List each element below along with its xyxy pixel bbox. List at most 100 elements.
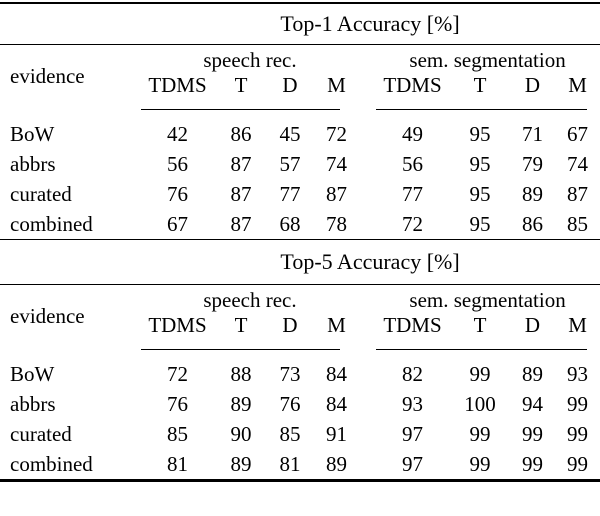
value-cell: 99 — [450, 449, 510, 482]
value-cell: 100 — [464, 391, 496, 416]
value-cell: 88 — [230, 361, 252, 386]
value-cell: 42 — [167, 121, 188, 146]
cmidrule-sem — [376, 109, 588, 110]
cmidrule-speech — [141, 109, 340, 110]
row-label: abbrs — [10, 391, 56, 416]
gap-cell — [360, 449, 375, 482]
row-label: BoW — [10, 121, 55, 146]
gap-cell — [360, 285, 375, 316]
table-row: curated 85 90 85 91 97 99 99 99 — [0, 419, 600, 449]
value-cell: 85 — [279, 421, 301, 446]
value-cell: 77 — [279, 181, 301, 206]
cmidrule-speech — [141, 349, 340, 350]
row-label: combined — [0, 209, 140, 240]
gap-cell — [360, 45, 375, 76]
col-header: D — [524, 315, 541, 337]
group-header-sem-segmentation: sem. segmentation — [409, 47, 566, 72]
table-row: BoW 72 88 73 84 82 99 89 93 — [0, 359, 600, 389]
value-cell: 97 — [402, 421, 423, 446]
blank-cell — [0, 108, 140, 119]
evidence-header: evidence — [10, 64, 85, 88]
col-header: M — [327, 75, 346, 97]
value-cell: 87 — [326, 181, 347, 206]
col-header: TDMS — [148, 75, 207, 97]
col-header: T — [234, 315, 248, 337]
col-header: M — [327, 315, 346, 337]
value-cell: 90 — [230, 421, 252, 446]
value-cell: 95 — [469, 121, 491, 146]
value-cell: 89 — [522, 361, 543, 386]
gap-cell — [360, 209, 375, 240]
value-cell: 57 — [279, 151, 301, 176]
value-cell: 56 — [402, 151, 423, 176]
row-label: curated — [10, 181, 72, 206]
value-cell: 67 — [140, 209, 215, 240]
value-cell: 73 — [279, 361, 301, 386]
value-cell: 81 — [140, 449, 215, 482]
blank-cell — [0, 3, 140, 45]
value-cell: 56 — [167, 151, 188, 176]
row-label: curated — [10, 421, 72, 446]
value-cell: 86 — [510, 209, 555, 240]
blank-cell — [0, 239, 140, 285]
row-label: BoW — [10, 361, 55, 386]
value-cell: 84 — [326, 361, 347, 386]
subcolumn-header-row: TDMS T D M TDMS T D M — [0, 75, 600, 108]
value-cell: 72 — [167, 361, 188, 386]
gap-cell — [360, 348, 375, 359]
value-cell: 74 — [567, 151, 589, 176]
col-header: T — [473, 315, 487, 337]
value-cell: 99 — [567, 391, 589, 416]
gap-cell — [360, 108, 375, 119]
value-cell: 85 — [167, 421, 188, 446]
section-title: Top-5 Accuracy [%] — [140, 239, 600, 285]
value-cell: 87 — [567, 181, 589, 206]
col-header: D — [524, 75, 541, 97]
value-cell: 76 — [279, 391, 301, 416]
gap-cell — [360, 359, 375, 389]
table-row: curated 76 87 77 87 77 95 89 87 — [0, 179, 600, 209]
group-header-speech-rec: speech rec. — [203, 47, 297, 72]
value-cell: 84 — [326, 391, 347, 416]
cmidrule-cell — [375, 348, 600, 359]
gap-cell — [360, 315, 375, 348]
value-cell: 95 — [450, 209, 510, 240]
value-cell: 85 — [555, 209, 600, 240]
value-cell: 72 — [375, 209, 450, 240]
value-cell: 45 — [279, 121, 301, 146]
value-cell: 89 — [313, 449, 360, 482]
gap-cell — [360, 419, 375, 449]
section-title: Top-1 Accuracy [%] — [140, 3, 600, 45]
value-cell: 87 — [230, 181, 252, 206]
cmidrule-row — [0, 108, 600, 119]
blank-cell — [0, 348, 140, 359]
col-header: D — [282, 75, 298, 97]
section-top5-title-row: Top-5 Accuracy [%] — [0, 239, 600, 285]
value-cell: 99 — [469, 361, 491, 386]
table-row: BoW 42 86 45 72 49 95 71 67 — [0, 119, 600, 149]
value-cell: 87 — [230, 151, 252, 176]
evidence-header: evidence — [10, 304, 85, 328]
col-header: TDMS — [148, 315, 207, 337]
table-row: combined 67 87 68 78 72 95 86 85 — [0, 209, 600, 240]
value-cell: 78 — [313, 209, 360, 240]
group-header-row: evidence speech rec. sem. segmentation — [0, 285, 600, 326]
value-cell: 82 — [402, 361, 423, 386]
col-header: T — [473, 75, 487, 97]
group-header-row: evidence speech rec. sem. segmentation — [0, 45, 600, 86]
value-cell: 89 — [215, 449, 267, 482]
col-header: T — [234, 75, 248, 97]
value-cell: 72 — [326, 121, 347, 146]
accuracy-table: Top-1 Accuracy [%] evidence speech rec. … — [0, 2, 600, 482]
table-row: combined 81 89 81 89 97 99 99 99 — [0, 449, 600, 482]
value-cell: 95 — [469, 181, 491, 206]
section-top1-title-row: Top-1 Accuracy [%] — [0, 3, 600, 45]
value-cell: 93 — [567, 361, 589, 386]
table-row: abbrs 76 89 76 84 93 100 94 99 — [0, 389, 600, 419]
value-cell: 93 — [402, 391, 423, 416]
value-cell: 71 — [522, 121, 543, 146]
gap-cell — [360, 75, 375, 108]
value-cell: 97 — [375, 449, 450, 482]
cmidrule-sem — [376, 349, 588, 350]
cmidrule-cell — [140, 348, 360, 359]
